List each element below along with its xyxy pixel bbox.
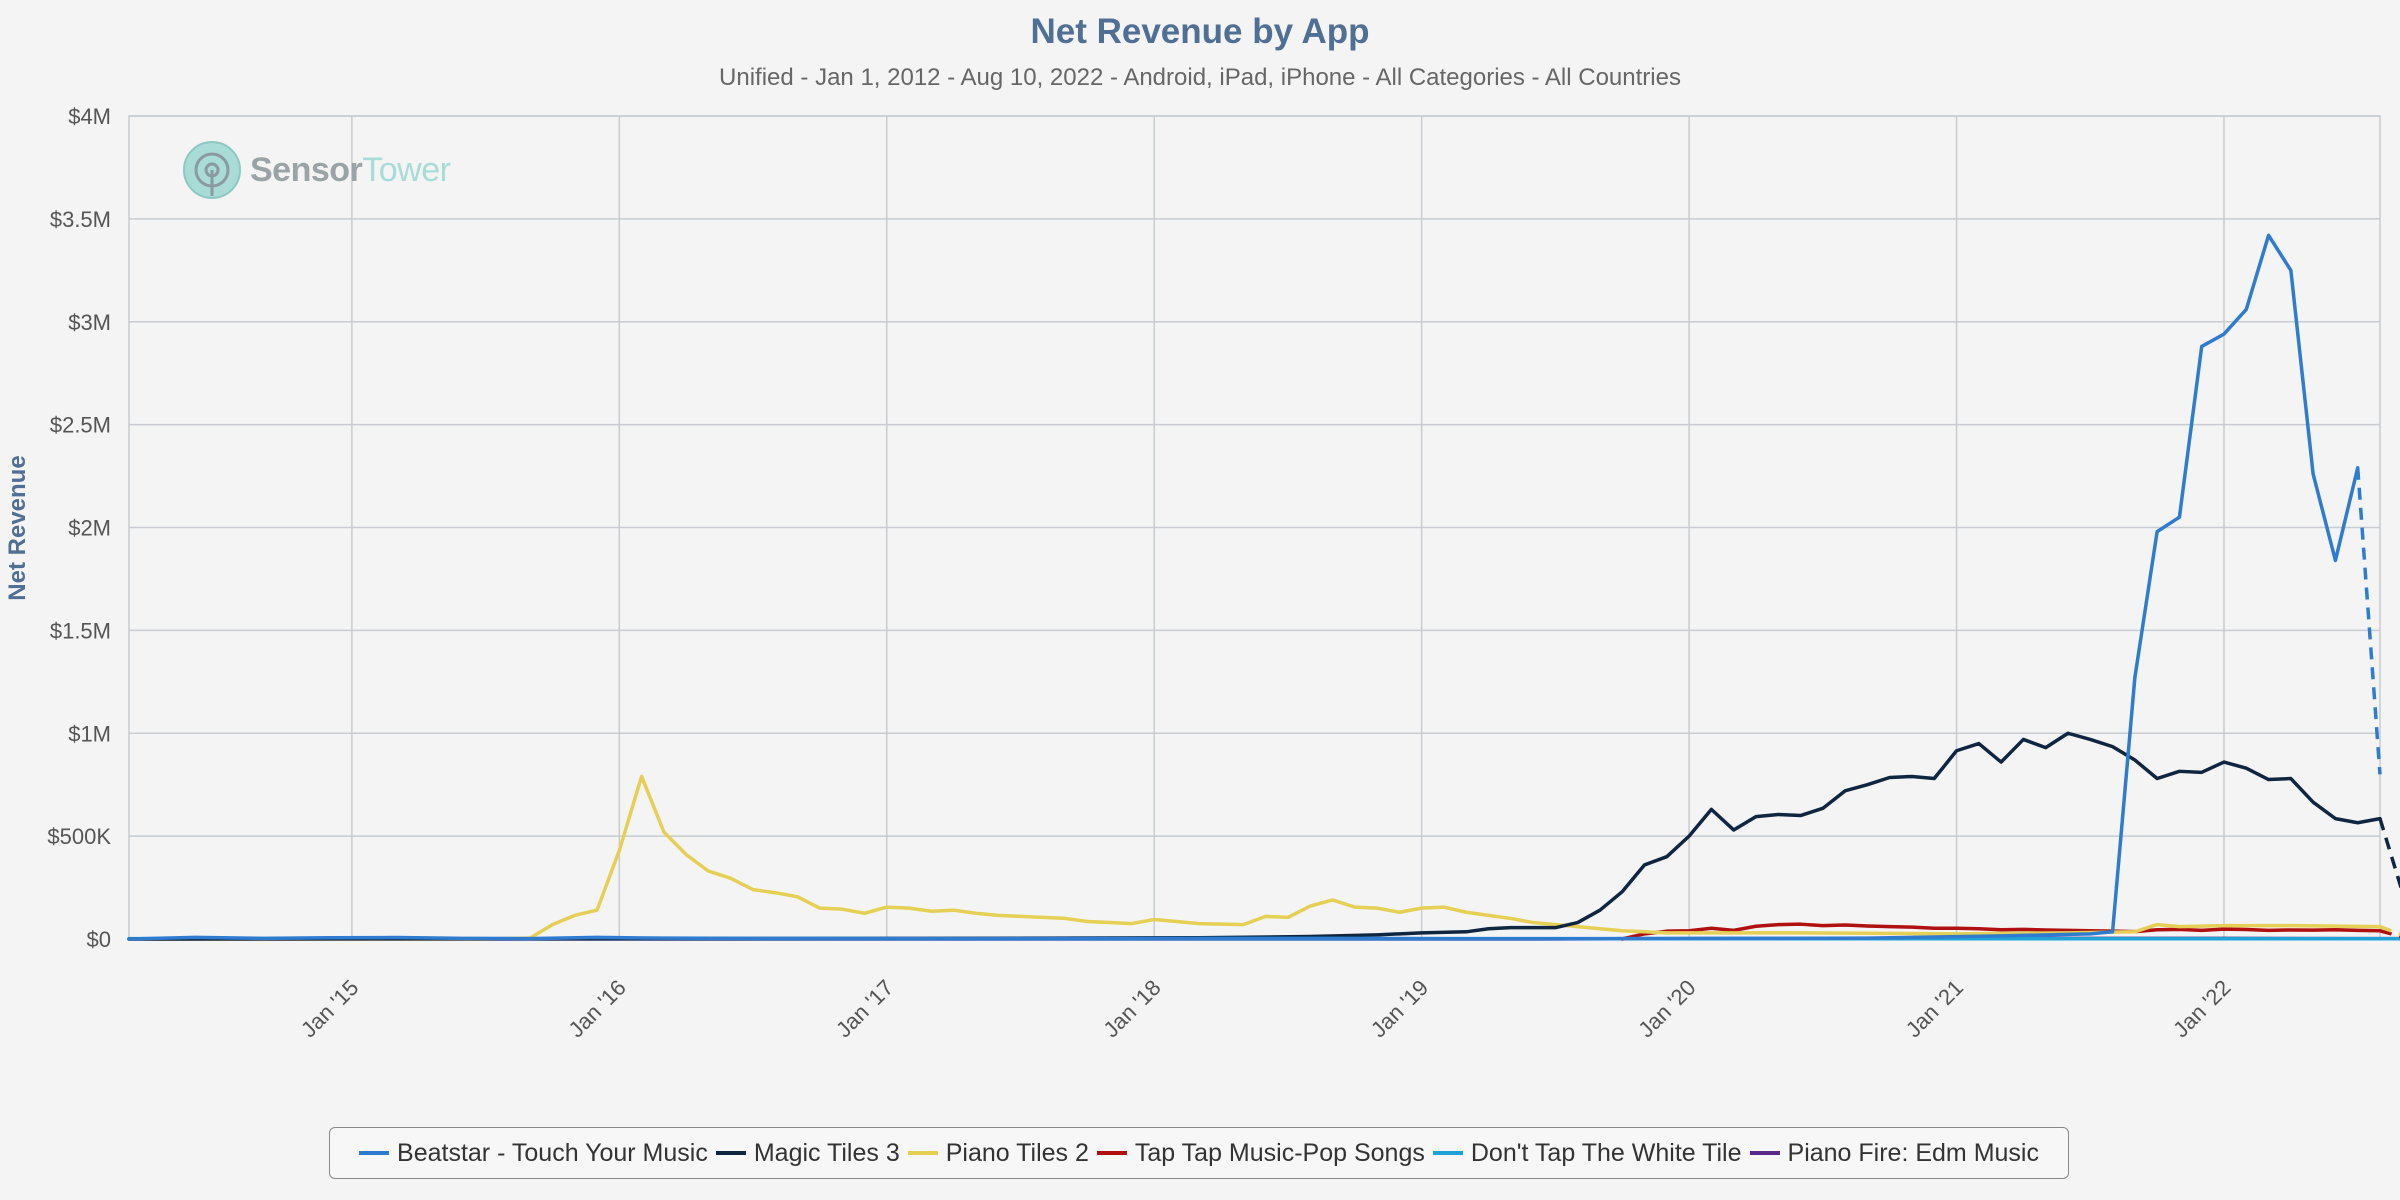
legend-item[interactable]: Magic Tiles 3 (714, 1139, 902, 1168)
series-lines (127, 233, 2400, 941)
chart-subtitle: Unified - Jan 1, 2012 - Aug 10, 2022 - A… (719, 64, 1681, 91)
grid (128, 115, 2381, 940)
legend-label: Beatstar - Touch Your Music (397, 1138, 708, 1167)
series-1-group (127, 731, 2400, 941)
series-0-group (127, 233, 2382, 941)
x-tick-label: Jan '20 (1633, 975, 1700, 1042)
series-line-projection (2355, 467, 2382, 775)
legend-swatch (1749, 1151, 1780, 1155)
legend-swatch (715, 1151, 746, 1155)
legend-label: Piano Tiles 2 (945, 1138, 1089, 1167)
y-tick-label: $3M (68, 310, 111, 335)
series-line-projection (2378, 818, 2400, 891)
series-line (1620, 922, 2382, 941)
legend-label: Magic Tiles 3 (753, 1138, 900, 1167)
y-tick-label: $3.5M (50, 207, 111, 232)
series-2-group (127, 774, 2400, 941)
y-tick-label: $2M (68, 516, 111, 541)
watermark-word-sensor: Sensor (250, 150, 363, 189)
legend-item[interactable]: Don't Tap The White Tile (1431, 1139, 1744, 1168)
legend-item[interactable]: Piano Tiles 2 (906, 1139, 1091, 1168)
series-line-projection (2379, 929, 2400, 939)
sensortower-logo-icon (183, 141, 241, 199)
series-line-projection (2379, 925, 2400, 936)
watermark-text: SensorTower (250, 150, 451, 190)
legend-item[interactable]: Beatstar - Touch Your Music (357, 1139, 710, 1168)
series-3-group (1620, 922, 2400, 941)
y-tick-label: $500K (47, 824, 111, 849)
y-tick-label: $2.5M (50, 413, 111, 438)
legend-swatch (907, 1151, 938, 1155)
legend-swatch (1432, 1151, 1463, 1155)
series-line (127, 233, 2360, 941)
y-tick-label: $1.5M (50, 618, 111, 643)
watermark-word-tower: Tower (362, 150, 451, 189)
series-line (127, 731, 2382, 941)
legend-swatch (359, 1151, 390, 1155)
x-tick-label: Jan '19 (1366, 975, 1433, 1042)
series-line (127, 774, 2382, 941)
x-tick-label: Jan '22 (2168, 975, 2235, 1042)
x-tick-label: Jan '17 (831, 975, 898, 1042)
x-tick-label: Jan '18 (1098, 975, 1165, 1042)
x-tick-label: Jan '15 (296, 975, 363, 1042)
y-tick-label: $0 (87, 927, 111, 952)
chart-title: Net Revenue by App (1030, 12, 1370, 51)
x-axis: Jan '15 Jan '16 Jan '17 Jan '18 Jan '19 Jan '… (296, 975, 2235, 1042)
y-tick-label: $4M (68, 104, 111, 129)
line-chart: $0 $500K $1M $1.5M $2M $2.5M $3M $3.5M $4M Jan '… (47, 104, 2400, 1042)
legend-item[interactable]: Piano Fire: Edm Music (1748, 1139, 2041, 1168)
y-tick-label: $1M (68, 721, 111, 746)
legend-label: Tap Tap Music-Pop Songs (1134, 1138, 1425, 1167)
sensortower-watermark: SensorTower (182, 140, 451, 200)
legend-swatch (1096, 1151, 1127, 1155)
legend-label: Don't Tap The White Tile (1470, 1138, 1742, 1167)
x-tick-label: Jan '21 (1901, 975, 1968, 1042)
legend-label: Piano Fire: Edm Music (1787, 1138, 2039, 1167)
legend-item[interactable]: Tap Tap Music-Pop Songs (1095, 1139, 1427, 1168)
x-tick-label: Jan '16 (563, 975, 630, 1042)
chart-legend: Beatstar - Touch Your Music Magic Tiles 3… (329, 1127, 2069, 1179)
y-axis: $0 $500K $1M $1.5M $2M $2.5M $3M $3.5M $4M (47, 104, 111, 952)
